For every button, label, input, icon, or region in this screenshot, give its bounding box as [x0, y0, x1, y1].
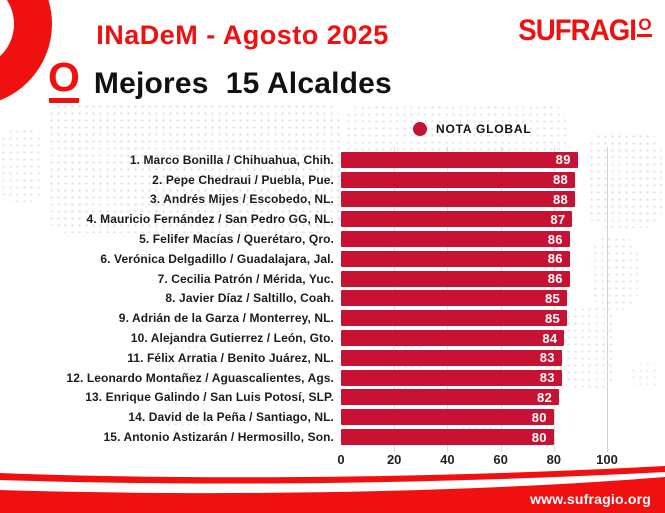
- chart-row: 2. Pepe Chedraui / Puebla, Pue. 88: [0, 170, 665, 190]
- logo-o-underline: [637, 34, 652, 37]
- bar-nota-global: 80: [341, 429, 554, 446]
- bar-nota-global: 86: [341, 231, 570, 248]
- bar-nota-global: 87: [341, 211, 573, 228]
- footer-swoosh: [0, 466, 665, 513]
- chart-row: 6. Verónica Delgadillo / Guadalajara, Ja…: [0, 249, 665, 269]
- chart-row: 9. Adrián de la Garza / Monterrey, NL. 85: [0, 308, 665, 328]
- bar-nota-global: 82: [341, 389, 560, 406]
- title-o-mark: O: [48, 57, 80, 103]
- row-label: 3. Andrés Mijes / Escobedo, NL.: [149, 192, 334, 207]
- bar-chart: 1. Marco Bonilla / Chihuahua, Chih. 89 2. …: [0, 150, 665, 447]
- chart-row: 8. Javier Díaz / Saltillo, Coah. 85: [0, 289, 665, 309]
- chart-row: 10. Alejandra Gutierrez / León, Gto. 84: [0, 328, 665, 348]
- x-tick-label: 80: [546, 452, 562, 467]
- row-label: 7. Cecilia Patrón / Mérida, Yuc.: [157, 271, 334, 286]
- bar-value: 80: [531, 429, 547, 445]
- chart-row: 7. Cecilia Patrón / Mérida, Yuc. 86: [0, 269, 665, 289]
- x-tick-label: 20: [386, 452, 402, 467]
- bar-value: 82: [537, 389, 553, 405]
- x-tick-label: 40: [440, 452, 455, 467]
- chart-row: 13. Enrique Galindo / San Luis Potosí, S…: [0, 388, 665, 408]
- bar-nota-global: 84: [341, 330, 565, 347]
- sufragio-logo-text: SUFRAGI: [518, 14, 637, 47]
- bar-value: 86: [547, 251, 563, 267]
- map-dots-patch: [588, 133, 662, 228]
- bar-nota-global: 88: [341, 191, 576, 208]
- map-dots-patch: [0, 128, 44, 203]
- bar-nota-global: 85: [341, 290, 568, 307]
- map-dots-patch: [165, 330, 205, 438]
- row-label: 11. Félix Arratia / Benito Juárez, NL.: [127, 350, 334, 365]
- row-label: 12. Leonardo Montañez / Aguascalientes, …: [66, 370, 334, 385]
- chart-row: 1. Marco Bonilla / Chihuahua, Chih. 89: [0, 150, 665, 170]
- row-label: 10. Alejandra Gutierrez / León, Gto.: [130, 331, 334, 346]
- bar-value: 83: [539, 370, 555, 386]
- row-label: 2. Pepe Chedraui / Puebla, Pue.: [152, 172, 334, 187]
- row-label: 13. Enrique Galindo / San Luis Potosí, S…: [85, 390, 334, 405]
- bar-value: 86: [547, 231, 563, 247]
- chart-row: 12. Leonardo Montañez / Aguascalientes, …: [0, 368, 665, 388]
- bar-value: 88: [553, 191, 569, 207]
- bar-value: 84: [542, 330, 558, 346]
- bar-nota-global: 88: [341, 171, 576, 188]
- bar-value: 85: [545, 310, 561, 326]
- chart-row: 4. Mauricio Fernández / San Pedro GG, NL…: [0, 209, 665, 229]
- legend-label: NOTA GLOBAL: [436, 122, 532, 136]
- sufragio-logo-o: O: [637, 16, 652, 37]
- footer-website-link[interactable]: www.sufragio.org: [530, 491, 651, 507]
- bar-value: 89: [555, 152, 571, 168]
- chart-row: 11. Félix Arratia / Benito Juárez, NL. 83: [0, 348, 665, 368]
- bar-value: 85: [545, 290, 561, 306]
- row-label: 5. Felifer Macías / Querétaro, Qro.: [139, 232, 334, 247]
- bar-nota-global: 83: [341, 349, 562, 366]
- report-title: INaDeM - Agosto 2025: [96, 20, 389, 50]
- bar-nota-global: 80: [341, 409, 554, 426]
- row-label: 14. David de la Peña / Santiago, NL.: [128, 410, 334, 425]
- x-tick-label: 100: [596, 452, 618, 467]
- bar-value: 83: [539, 350, 555, 366]
- x-tick-label: 0: [337, 452, 345, 467]
- bar-value: 88: [553, 172, 569, 188]
- title-o-underline: [48, 97, 79, 103]
- bar-nota-global: 86: [341, 270, 570, 287]
- chart-legend: NOTA GLOBAL: [413, 122, 531, 136]
- map-dots-patch: [345, 104, 567, 158]
- chart-row: 3. Andrés Mijes / Escobedo, NL. 88: [0, 190, 665, 210]
- row-label: 1. Marco Bonilla / Chihuahua, Chih.: [129, 152, 334, 167]
- row-label: 8. Javier Díaz / Saltillo, Coah.: [165, 291, 334, 306]
- bar-nota-global: 89: [341, 151, 578, 168]
- bar-value: 87: [550, 211, 566, 227]
- bar-nota-global: 86: [341, 250, 570, 267]
- chart-row: 15. Antonio Astizarán / Hermosillo, Son.…: [0, 427, 665, 447]
- x-tick-label: 60: [493, 452, 508, 467]
- bar-nota-global: 83: [341, 369, 562, 386]
- map-dots-patch: [592, 236, 638, 310]
- row-label: 6. Verónica Delgadillo / Guadalajara, Ja…: [100, 251, 334, 266]
- page-title: O Mejores 15 Alcaldes: [48, 57, 392, 103]
- bar-value: 86: [547, 271, 563, 287]
- bar-nota-global: 85: [341, 310, 568, 327]
- map-dots-patch: [565, 306, 615, 390]
- corner-arc-decoration: [0, 0, 52, 101]
- bar-value: 80: [531, 409, 547, 425]
- gridline-100: [607, 147, 608, 452]
- row-label: 9. Adrián de la Garza / Monterrey, NL.: [118, 311, 334, 326]
- row-label: 15. Antonio Astizarán / Hermosillo, Son.: [103, 430, 334, 445]
- map-dots-patch: [630, 360, 660, 390]
- chart-row: 5. Felifer Macías / Querétaro, Qro. 86: [0, 229, 665, 249]
- sufragio-logo: SUFRAGI O: [508, 16, 652, 46]
- page-title-text: Mejores 15 Alcaldes: [93, 66, 392, 100]
- row-label: 4. Mauricio Fernández / San Pedro GG, NL…: [86, 212, 334, 227]
- legend-dot-icon: [413, 122, 427, 136]
- chart-row: 14. David de la Peña / Santiago, NL. 80: [0, 407, 665, 427]
- x-axis: 0 20 40 60 80 100: [0, 452, 665, 470]
- map-dots-patch: [48, 103, 340, 233]
